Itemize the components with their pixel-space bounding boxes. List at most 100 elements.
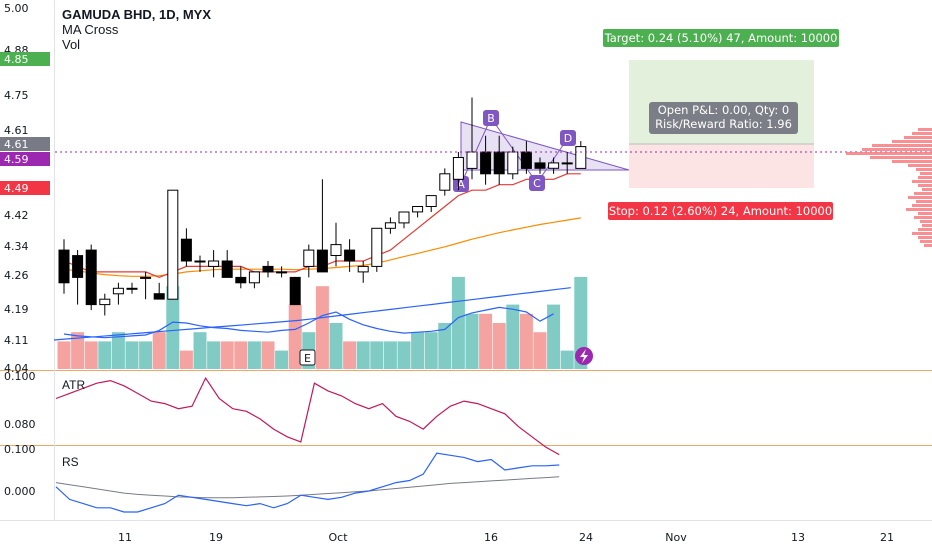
- atr-tick-label: 0.080: [4, 418, 36, 431]
- pattern-label-c: C: [533, 177, 541, 190]
- atr-pane-label: ATR: [62, 378, 85, 392]
- volume-ma-line: [63, 306, 554, 339]
- candle-body: [221, 260, 233, 278]
- time-tick-label: 11: [118, 531, 132, 544]
- candle-body: [248, 271, 260, 284]
- pattern-point-b: [483, 110, 499, 126]
- volume-bar: [71, 332, 85, 369]
- price-tag: [0, 181, 50, 195]
- rs-series: [55, 452, 560, 513]
- profile-bar: [912, 180, 932, 183]
- candle-body: [384, 222, 396, 229]
- profile-bar: [862, 148, 932, 151]
- candle-body: [316, 249, 328, 273]
- rs-pane-label: RS: [62, 455, 79, 469]
- candle-body: [208, 260, 220, 267]
- price-tick-label: 4.34: [4, 240, 29, 253]
- profile-bar: [906, 208, 932, 211]
- profile-bar: [916, 200, 932, 203]
- profile-bar: [908, 164, 932, 167]
- profile-bar: [846, 152, 932, 155]
- price-tag-label: 4.49: [4, 182, 29, 195]
- candle-body: [140, 276, 152, 279]
- time-tick-label: Nov: [665, 531, 687, 544]
- price-tag-label: 4.61: [4, 138, 29, 151]
- profile-bar: [918, 128, 932, 131]
- candle-body: [466, 151, 478, 169]
- profile-bar: [920, 172, 932, 175]
- rs-tick-label: 0.000: [4, 485, 36, 498]
- study-ma-cross-label[interactable]: MA Cross: [62, 22, 119, 37]
- volume-bar: [560, 350, 574, 369]
- candle-body: [72, 255, 84, 278]
- pnl-label: Open P&L: 0.00, Qty: 0: [658, 103, 790, 117]
- profile-bar: [916, 168, 932, 171]
- profile-bar: [918, 228, 932, 231]
- profile-bar: [892, 160, 932, 163]
- study-vol-label[interactable]: Vol: [62, 37, 81, 52]
- profile-bar: [920, 240, 932, 243]
- profile-bar: [918, 236, 932, 239]
- candle-body: [126, 287, 138, 290]
- volume-bar: [275, 350, 289, 369]
- pattern-label-b: B: [487, 112, 495, 125]
- volume-bar: [57, 341, 71, 369]
- candle-body: [452, 157, 464, 180]
- candle-body: [357, 265, 369, 273]
- event-marker-label: E: [304, 352, 311, 365]
- volume-bar: [329, 323, 343, 369]
- price-tick-label: 4.61: [4, 124, 29, 137]
- candle-body: [235, 276, 247, 284]
- candle-body: [398, 211, 410, 224]
- candle-body: [194, 260, 206, 263]
- profile-bar: [892, 140, 932, 143]
- candle-body: [262, 265, 274, 273]
- target-label-box: [603, 29, 839, 47]
- time-tick-label: Oct: [328, 531, 348, 544]
- candle-body: [412, 206, 424, 213]
- volume-bar: [370, 341, 384, 369]
- volume-bar: [465, 313, 479, 369]
- price-tick-label: 5.00: [4, 2, 29, 15]
- candle-body: [112, 287, 124, 295]
- pattern-label-a: A: [457, 178, 465, 191]
- price-tag: [0, 152, 50, 166]
- price-tick-label: 4.04: [4, 362, 29, 375]
- volume-bar: [383, 341, 397, 369]
- time-tick-label: 13: [791, 531, 805, 544]
- candle-body: [153, 293, 165, 300]
- rs-indicator: [55, 452, 560, 513]
- volume-bar: [166, 286, 180, 369]
- rr-label: Risk/Reward Ratio: 1.96: [655, 117, 792, 131]
- price-tick-label: 4.75: [4, 89, 29, 102]
- volume-bar: [193, 332, 207, 369]
- profile-bar: [918, 176, 932, 179]
- chart-markers[interactable]: E: [299, 347, 593, 366]
- volume-bar: [234, 341, 248, 369]
- price-tag: [0, 52, 50, 66]
- profile-bar: [908, 196, 932, 199]
- pattern-label-d: D: [564, 132, 572, 145]
- lightning-icon: [580, 349, 588, 363]
- price-tag-label: 4.59: [4, 153, 29, 166]
- stop-zone: [629, 144, 814, 188]
- profile-bar: [912, 132, 932, 135]
- profile-bar: [922, 188, 932, 191]
- candle-body: [85, 249, 97, 306]
- candle-body: [330, 244, 342, 257]
- price-tick-label: 4.26: [4, 269, 29, 282]
- volume-bar: [220, 341, 234, 369]
- volume-bar: [139, 341, 153, 369]
- price-tick-label: 4.19: [4, 303, 29, 316]
- profile-bar: [872, 144, 932, 147]
- candle-body: [276, 271, 288, 274]
- volume-bar: [98, 341, 112, 369]
- rs-tick-label: 0.100: [4, 443, 36, 456]
- candle-body: [439, 173, 451, 191]
- candle-body: [561, 162, 573, 165]
- profile-bar: [914, 216, 932, 219]
- symbol-title[interactable]: GAMUDA BHD, 1D, MYX: [62, 7, 212, 22]
- candle-body: [507, 151, 519, 175]
- candle-body: [289, 276, 301, 306]
